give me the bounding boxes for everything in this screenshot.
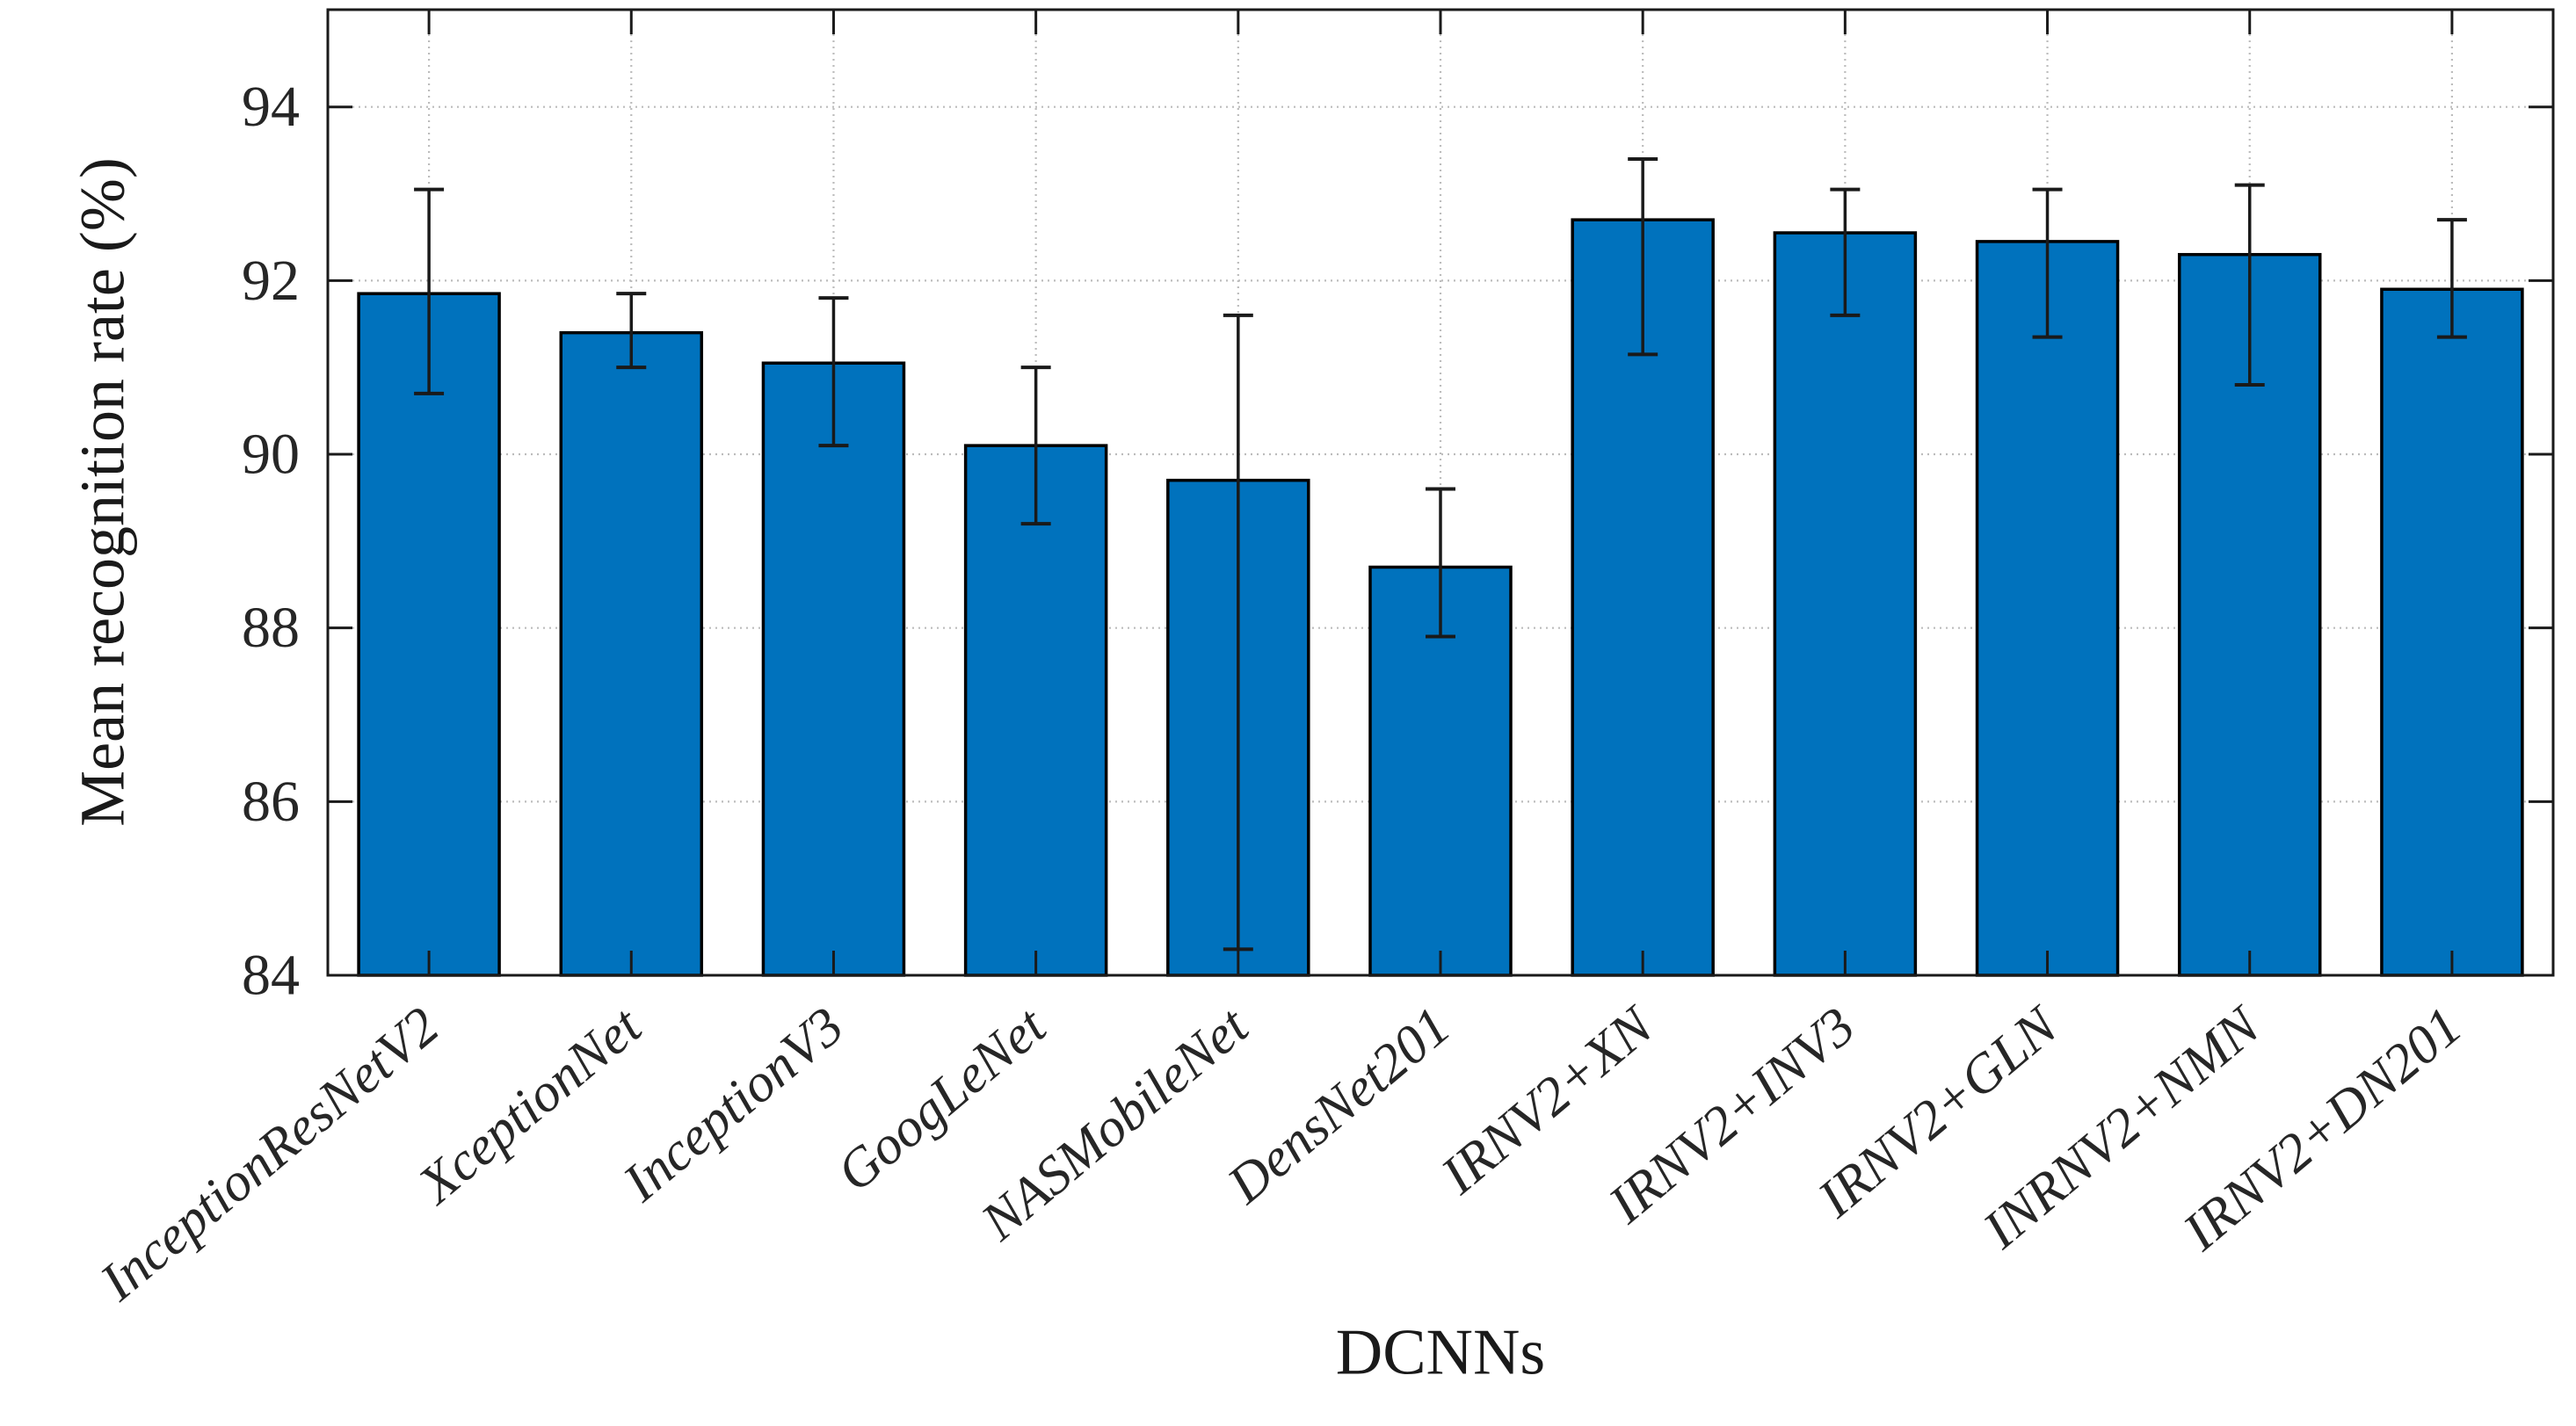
y-tick-label: 94 — [242, 75, 300, 139]
bar — [559, 330, 704, 977]
bar — [1773, 231, 1918, 977]
bar — [2380, 287, 2524, 977]
x-axis-title: DCNNs — [1335, 1316, 1546, 1389]
y-tick-label: 92 — [242, 249, 300, 313]
bar — [761, 361, 906, 977]
x-tick-label: DensNet201 — [1216, 996, 1462, 1216]
y-tick-label: 86 — [242, 770, 300, 834]
y-tick-label: 90 — [242, 423, 300, 487]
y-axis-title: Mean recognition rate (%) — [67, 157, 138, 827]
bar — [963, 444, 1108, 977]
x-tick-label: InceptionV3 — [612, 996, 855, 1214]
x-tick-label: InceptionResNetV2 — [89, 996, 450, 1313]
y-tick-label: 88 — [242, 596, 300, 660]
y-tick-label: 84 — [242, 944, 300, 1008]
bar — [1975, 240, 2120, 977]
bar — [357, 292, 501, 977]
x-tick-label: XceptionNet — [405, 995, 653, 1216]
